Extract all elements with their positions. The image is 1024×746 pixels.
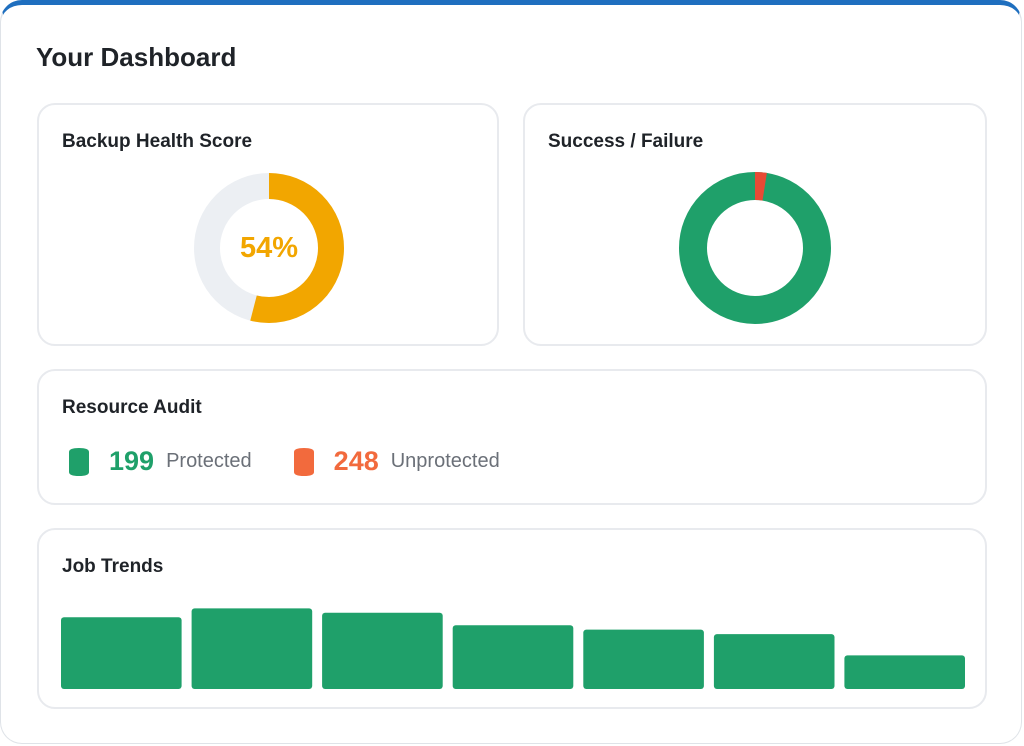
job-trends-title: Job Trends [62, 556, 164, 577]
trend-bar-5[interactable] [583, 629, 704, 689]
unprotected-stat[interactable]: 248 Unprotected [292, 446, 500, 477]
success-failure-donut-svg [679, 172, 831, 324]
health-score-gauge-svg [194, 173, 344, 323]
trend-bar-2[interactable] [191, 608, 313, 689]
health-score-gauge: 54% [193, 172, 345, 324]
protected-stat[interactable]: 199 Protected [67, 446, 252, 477]
page-title: Your Dashboard [36, 42, 237, 72]
trend-bar-3[interactable] [322, 612, 443, 689]
protected-count: 199 [109, 446, 155, 476]
backup-health-card[interactable]: Backup Health Score 54% [37, 103, 499, 346]
success-failure-donut [679, 172, 831, 324]
resource-audit-title: Resource Audit [62, 397, 202, 418]
unprotected-label: Unprotected [390, 450, 500, 472]
protected-database-icon [69, 447, 89, 476]
success-failure-card[interactable]: Success / Failure [523, 103, 987, 346]
audit-summary: 199 Protected 248 Unprotected [67, 446, 540, 477]
unprotected-count: 248 [333, 446, 379, 476]
job-trends-chart [61, 608, 965, 689]
backup-health-title: Backup Health Score [62, 131, 253, 152]
trend-bar-4[interactable] [452, 625, 574, 689]
health-score-value: 54% [239, 231, 299, 264]
trend-bar-1[interactable] [61, 617, 182, 689]
job-trends-card[interactable]: Job Trends [37, 528, 987, 709]
health-gauge-arc [194, 173, 344, 323]
protected-label: Protected [166, 450, 252, 472]
trend-bar-7[interactable] [844, 655, 965, 689]
success-failure-title: Success / Failure [548, 131, 704, 152]
success-segment [679, 172, 831, 324]
failure-segment [679, 172, 831, 324]
unprotected-database-icon [293, 447, 314, 476]
resource-audit-card[interactable]: Resource Audit 199 Protected 248 Unprote… [37, 369, 987, 505]
trend-bar-6[interactable] [713, 634, 835, 689]
